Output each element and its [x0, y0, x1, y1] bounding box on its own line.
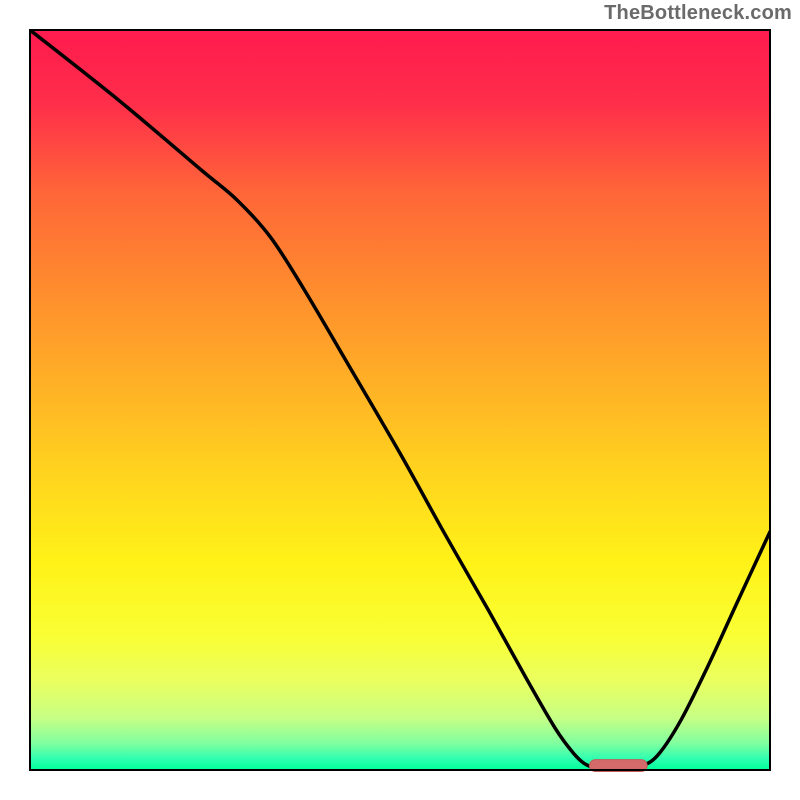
bottleneck-chart	[0, 0, 800, 800]
chart-container: TheBottleneck.com	[0, 0, 800, 800]
watermark-text: TheBottleneck.com	[604, 2, 792, 25]
gradient-background	[30, 30, 770, 770]
